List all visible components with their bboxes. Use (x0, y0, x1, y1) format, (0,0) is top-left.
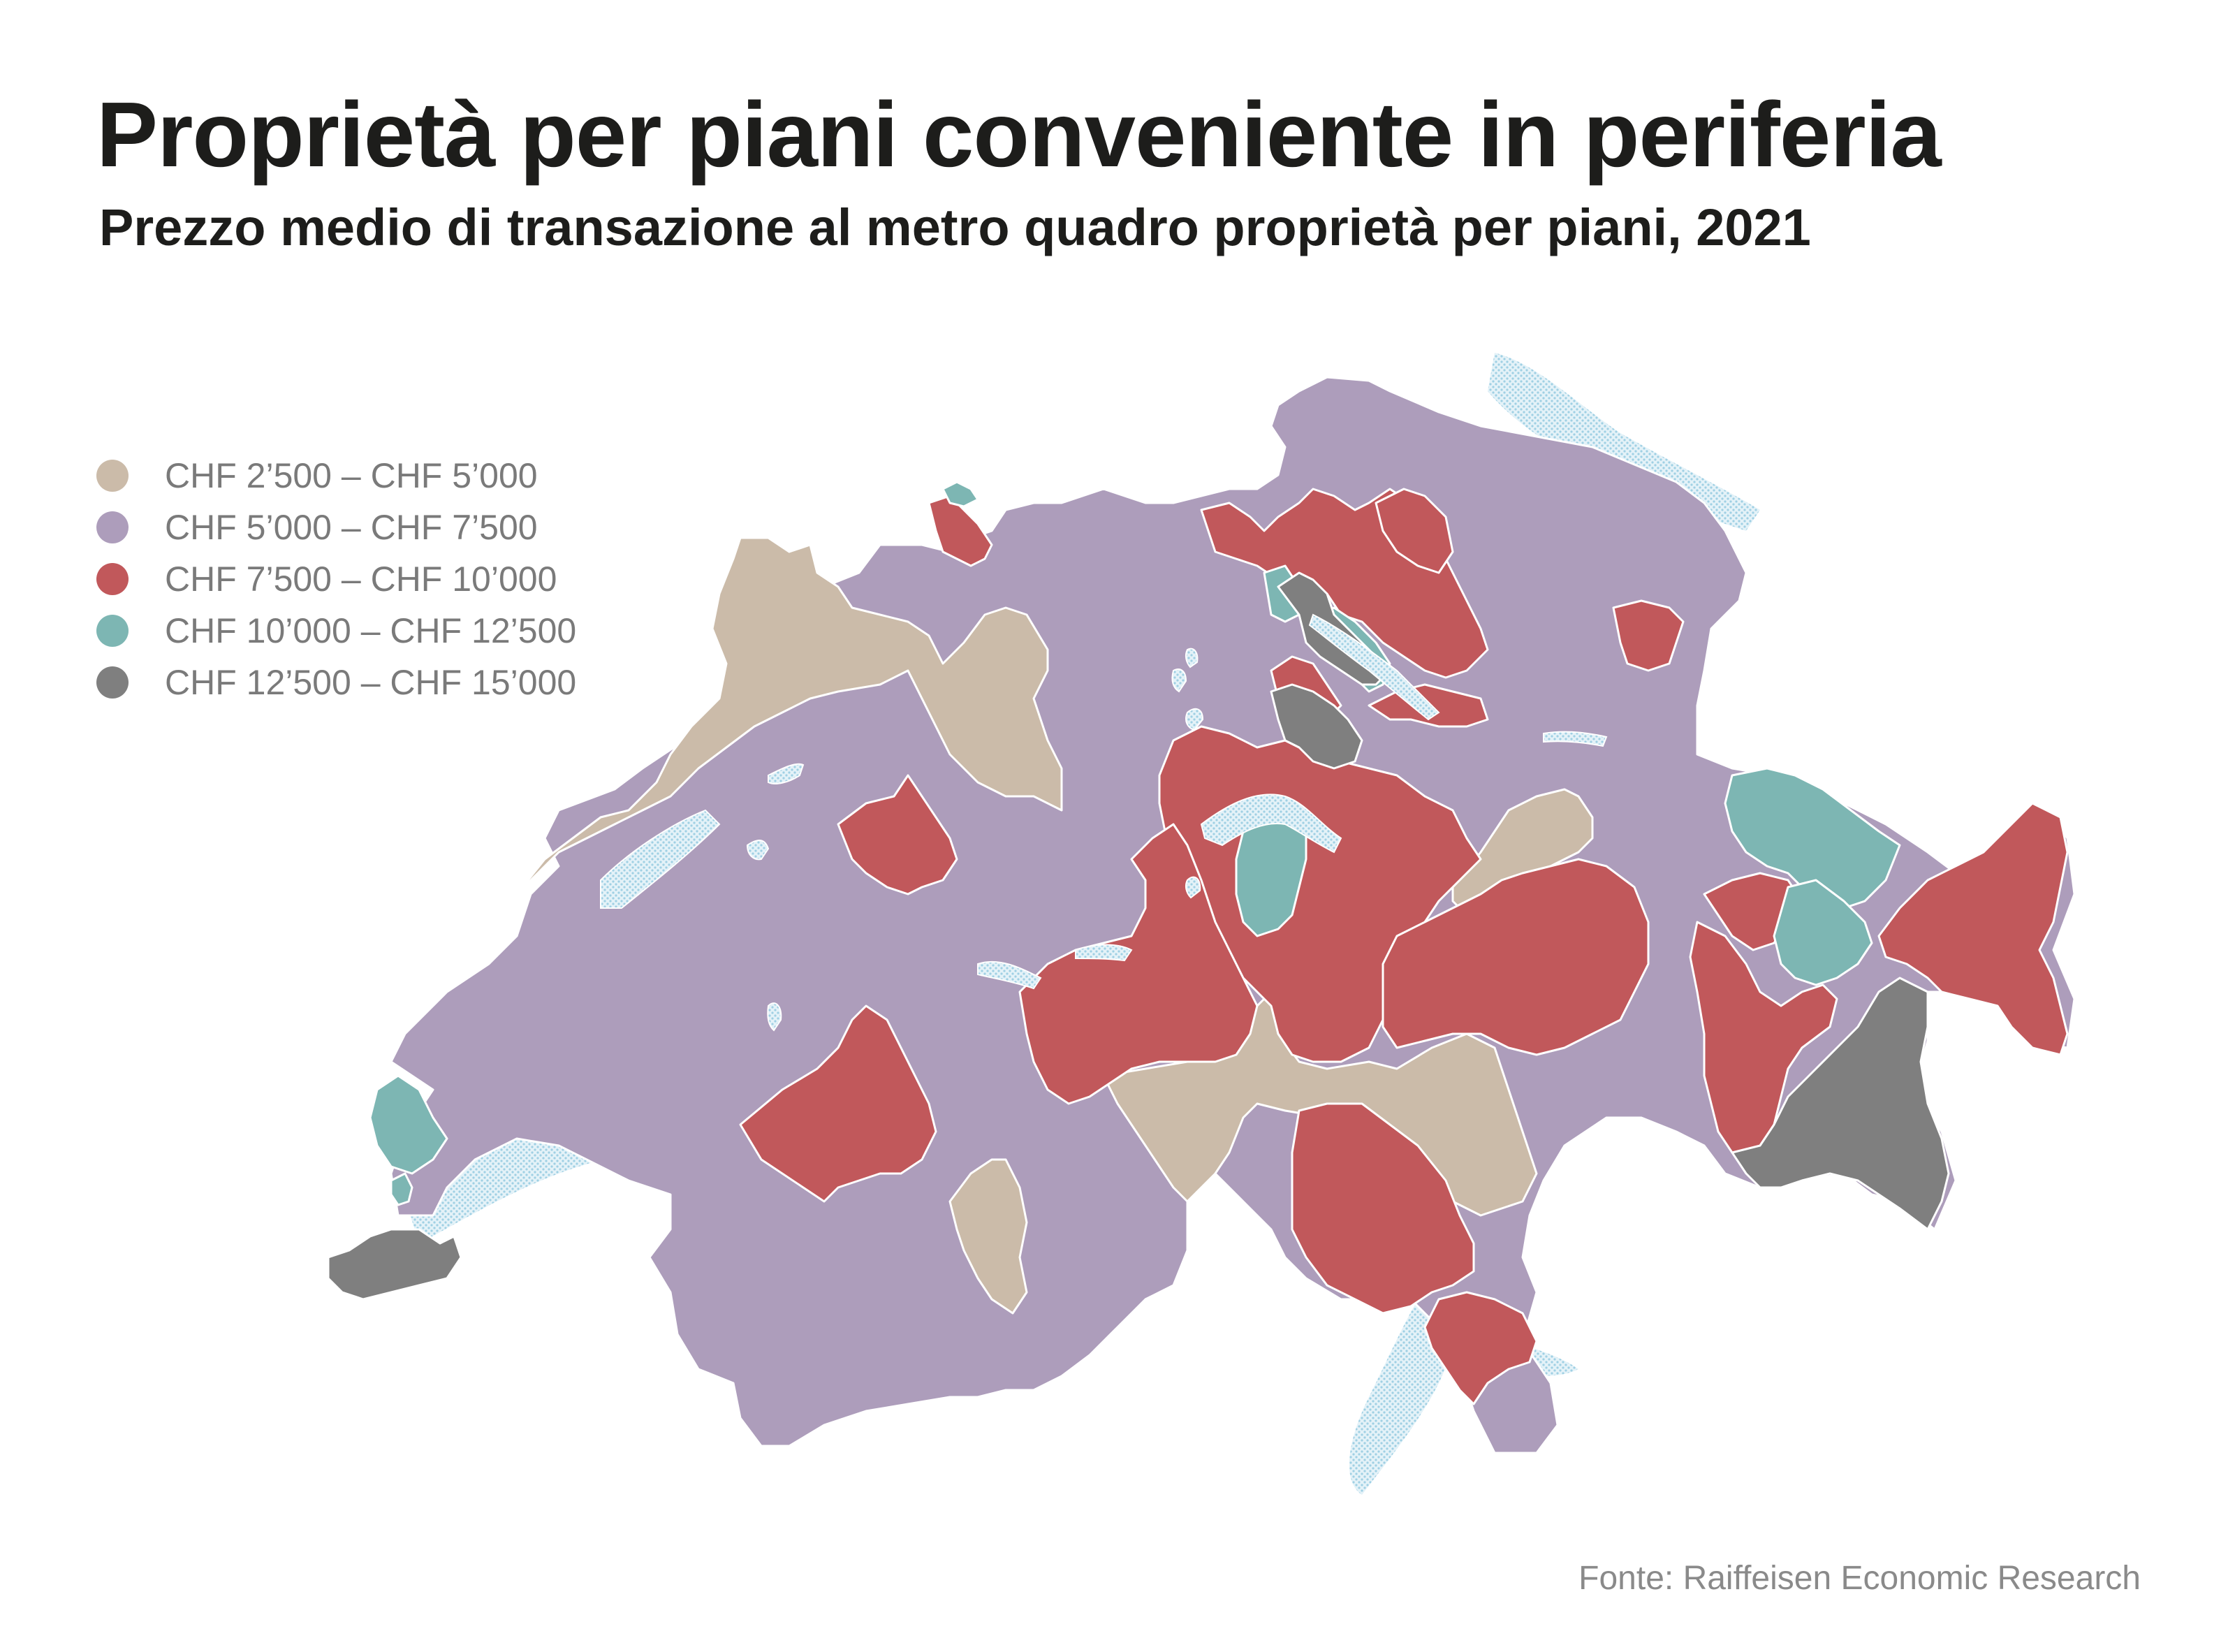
region-horgen-grey (1270, 683, 1363, 770)
legend-swatch-4 (96, 615, 129, 647)
lake-sarnen (1185, 876, 1201, 899)
legend-label-2: CHF 5’000 – CHF 7’500 (165, 508, 538, 547)
legend-item-2: CHF 5’000 – CHF 7’500 (96, 508, 576, 547)
region-stgallen-red (1612, 599, 1685, 672)
region-winterthur-red (1375, 488, 1454, 574)
chart-subtitle: Prezzo medio di transazione al metro qua… (99, 198, 1811, 256)
legend-label-1: CHF 2’500 – CHF 5’000 (165, 456, 538, 495)
legend-swatch-2 (96, 511, 129, 543)
region-davos-teal (1724, 767, 1901, 909)
legend: CHF 2’500 – CHF 5’000 CHF 5’000 – CHF 7’… (96, 456, 577, 702)
region-nyon-teal (390, 1172, 413, 1206)
region-fribourg-red (837, 774, 958, 896)
region-surselva-red (1382, 858, 1650, 1056)
lake-zurich (1308, 613, 1440, 721)
lake-thun (977, 960, 1042, 990)
lake-brienz (1075, 944, 1133, 962)
region-basel-city-teal (941, 481, 979, 508)
lake-constance (1488, 353, 1760, 531)
lake-walen (1543, 731, 1608, 747)
source-note: Fonte: Raiffeisen Economic Research (1578, 1560, 2141, 1597)
region-jura-beige (515, 536, 1063, 896)
region-geneva-grey (327, 1228, 462, 1301)
legend-swatch-5 (96, 666, 129, 699)
legend-label-3: CHF 7’500 – CHF 10’000 (165, 560, 557, 599)
region-mittelbunden-red (1689, 921, 1838, 1161)
region-bernese-oberland-red (1018, 823, 1259, 1105)
legend-item-3: CHF 7’500 – CHF 10’000 (96, 560, 576, 599)
lake-baldegg (1185, 648, 1199, 668)
region-lausanne-teal (369, 1074, 448, 1175)
region-engiadina-grey (1731, 977, 1950, 1231)
lakes-inner (600, 613, 1608, 1032)
lake-lucerne (1200, 794, 1342, 854)
legend-item-4: CHF 10’000 – CHF 12’500 (96, 611, 577, 650)
lake-gruyere (767, 1002, 782, 1032)
lake-morat (746, 840, 770, 861)
legend-label-5: CHF 12’500 – CHF 15’000 (165, 663, 577, 702)
legend-label-4: CHF 10’000 – CHF 12’500 (165, 611, 577, 650)
legend-item-5: CHF 12’500 – CHF 15’000 (96, 663, 577, 702)
lake-sempach (1185, 708, 1204, 731)
legend-swatch-1 (96, 460, 129, 492)
region-albula-teal (1773, 879, 1873, 986)
region-lugano-red (1423, 1291, 1538, 1405)
legend-swatch-3 (96, 563, 129, 595)
lake-hallwil (1171, 668, 1187, 693)
region-ticino-red (1291, 1102, 1475, 1315)
region-sion-red (739, 1004, 937, 1203)
chart-title: Proprietà per piani conveniente in perif… (96, 83, 1942, 186)
lake-biel (768, 763, 805, 784)
region-engadin-red (1877, 802, 2069, 1056)
region-visp-beige (948, 1158, 1028, 1315)
legend-item-1: CHF 2’500 – CHF 5’000 (96, 456, 576, 495)
lake-neuchatel (600, 809, 721, 909)
